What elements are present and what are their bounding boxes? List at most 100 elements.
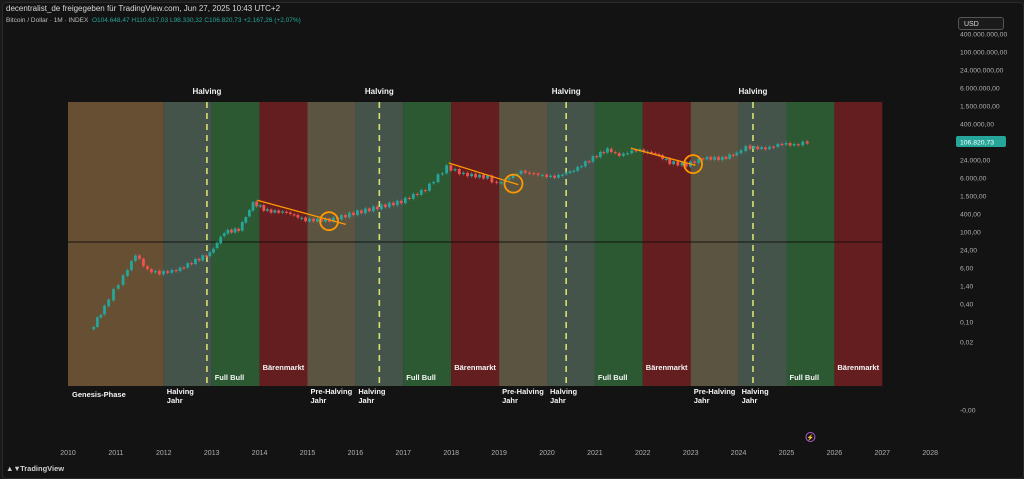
- candle: [549, 175, 552, 178]
- x-tick-label: 2024: [731, 450, 747, 457]
- candle: [134, 255, 137, 262]
- candle: [379, 204, 383, 210]
- candle: [752, 146, 756, 149]
- phase-label: Bärenmarkt: [837, 363, 879, 372]
- event-marker-icon: [805, 432, 816, 442]
- phase-label: Genesis-Phase: [72, 390, 126, 399]
- candle: [744, 146, 748, 152]
- phase-label: Bärenmarkt: [454, 363, 496, 372]
- candle: [482, 174, 485, 179]
- candle: [739, 150, 743, 154]
- candle: [541, 174, 544, 177]
- candle: [621, 153, 625, 156]
- candle: [367, 208, 371, 212]
- phase-label: Halving Jahr: [742, 387, 770, 405]
- candle: [564, 172, 568, 175]
- candle: [258, 205, 262, 207]
- candle: [208, 252, 212, 257]
- phase-label: Halving Jahr: [358, 387, 386, 405]
- x-tick-label: 2025: [779, 450, 795, 457]
- tradingview-logo-icon: ⁠▲▼: [6, 464, 21, 473]
- currency-button[interactable]: USD: [958, 17, 1004, 30]
- candle: [166, 271, 170, 273]
- candle: [587, 161, 591, 163]
- candle: [668, 158, 672, 165]
- candle: [672, 161, 676, 165]
- candle: [219, 236, 223, 244]
- candle: [772, 146, 776, 148]
- x-tick-label: 2017: [396, 450, 412, 457]
- phase-label: Bärenmarkt: [646, 363, 688, 372]
- candle: [352, 212, 355, 216]
- candle: [432, 181, 436, 184]
- y-tick-label: 0,40: [960, 302, 973, 309]
- candle: [142, 258, 145, 267]
- candle: [801, 141, 805, 146]
- candle: [606, 148, 609, 153]
- x-tick-label: 2015: [300, 450, 316, 457]
- candle: [212, 248, 215, 253]
- phase-band: [594, 102, 643, 386]
- y-tick-label: 400,00: [960, 212, 981, 219]
- candle: [312, 218, 315, 222]
- tradingview-brand: TradingView: [20, 464, 65, 473]
- phase-band: [738, 102, 787, 386]
- share-title: decentralist_de freigegeben für TradingV…: [6, 4, 281, 13]
- candle: [519, 170, 523, 175]
- candle: [756, 146, 760, 150]
- phase-band: [690, 102, 739, 386]
- tradingview-logo[interactable]: ⁠▲▼ TradingView: [6, 464, 64, 473]
- candle: [371, 206, 375, 212]
- candle: [780, 143, 784, 146]
- current-price-label: 106.820,73: [960, 140, 994, 147]
- candle: [162, 271, 165, 275]
- candle: [269, 209, 273, 213]
- candle: [768, 146, 771, 150]
- candle: [613, 151, 617, 154]
- candle: [684, 162, 688, 167]
- candle: [805, 141, 809, 144]
- candle: [449, 165, 453, 171]
- halving-label: Halving: [739, 87, 768, 96]
- y-tick-label: 400.000.000,00: [960, 32, 1007, 39]
- candle: [697, 158, 701, 163]
- phase-band: [451, 102, 500, 386]
- candle: [240, 222, 244, 231]
- phase-label: Full Bull: [790, 373, 820, 382]
- candle: [724, 156, 728, 159]
- candle: [523, 170, 527, 173]
- phase-label: Bärenmarkt: [263, 363, 305, 372]
- candle: [680, 162, 684, 166]
- phase-label: Halving Jahr: [167, 387, 195, 405]
- change-value: +2.167,26 (+2,07%): [243, 17, 301, 24]
- event-marker-glyph: ⚡: [807, 434, 814, 442]
- candle: [363, 208, 367, 214]
- phase-band: [307, 102, 356, 386]
- phase-label: Pre-Halving Jahr: [694, 387, 736, 405]
- candle: [557, 174, 560, 178]
- candle: [705, 157, 709, 160]
- candle: [150, 269, 153, 273]
- candle: [545, 174, 549, 178]
- y-tick-label: 0,10: [960, 320, 973, 327]
- x-tick-label: 2021: [587, 450, 603, 457]
- x-tick-label: 2026: [827, 450, 843, 457]
- candle: [273, 210, 277, 213]
- candle: [170, 269, 174, 273]
- candle: [154, 270, 157, 273]
- candle: [511, 175, 515, 179]
- y-tick-label: 1.500.000,00: [960, 104, 1000, 111]
- candle: [292, 214, 296, 216]
- candle: [474, 173, 477, 178]
- candle: [591, 156, 595, 162]
- candle: [190, 263, 193, 265]
- candle: [462, 172, 465, 174]
- candle: [99, 314, 103, 318]
- candle: [792, 144, 796, 146]
- candle: [186, 263, 190, 268]
- candle: [158, 270, 161, 275]
- candle: [731, 154, 735, 156]
- candle: [466, 172, 469, 177]
- symbol-label[interactable]: Bitcoin / Dollar · 1M · INDEX: [6, 17, 89, 24]
